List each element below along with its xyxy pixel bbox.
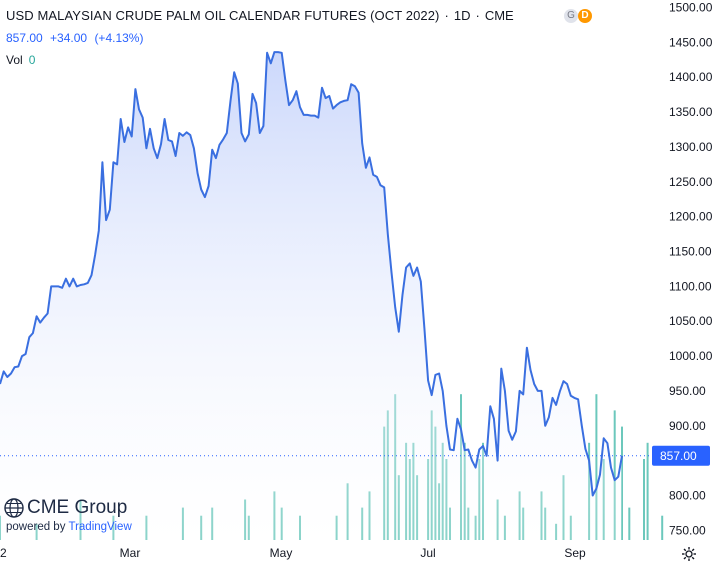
y-tick-label: 900.00 — [669, 419, 706, 433]
logo-text: CME Group — [27, 497, 128, 518]
powered-prefix: powered by — [6, 521, 66, 533]
y-tick-label: 950.00 — [669, 384, 706, 398]
price-line — [0, 51, 623, 497]
price-area-fill — [0, 52, 622, 545]
time-axis[interactable]: 22 Mar May Jul Sep — [0, 546, 586, 560]
powered-by[interactable]: powered by TradingView — [6, 521, 132, 533]
y-tick-label: 1400.00 — [669, 70, 712, 84]
last-price-tag-bg — [652, 445, 710, 466]
x-tick-label: Jul — [420, 546, 435, 560]
price-change: +34.00 — [50, 31, 88, 45]
y-tick-label: 1450.00 — [669, 35, 712, 49]
y-tick-label: 1200.00 — [669, 210, 712, 224]
volume-bar — [628, 507, 631, 540]
x-tick-label: Mar — [120, 546, 141, 560]
volume-bar — [661, 515, 664, 540]
y-tick-label: 1500.00 — [669, 1, 712, 15]
y-tick-label: 1000.00 — [669, 349, 712, 363]
y-tick-label: 1150.00 — [669, 245, 712, 259]
interval-label[interactable]: 1D — [453, 8, 471, 23]
cme-globe-icon — [4, 498, 24, 518]
y-tick-label: 1100.00 — [669, 279, 712, 293]
last-price-tag-text: 857.00 — [660, 449, 697, 463]
volume-bar — [595, 394, 598, 540]
x-tick-label: 22 — [0, 546, 7, 560]
chart-header: USD MALAYSIAN CRUDE PALM OIL CALENDAR FU… — [6, 8, 514, 23]
price-change-percent: (+4.13%) — [94, 31, 144, 45]
last-price-label: 857.00 — [652, 445, 710, 466]
y-tick-label: 1350.00 — [669, 105, 712, 119]
gear-icon[interactable] — [681, 546, 697, 562]
volume-legend[interactable]: Vol 0 — [6, 53, 35, 67]
y-tick-label: 800.00 — [669, 489, 706, 503]
status-badge-g[interactable]: G — [564, 9, 578, 23]
volume-label: Vol — [6, 53, 23, 67]
separator: · — [475, 8, 480, 23]
y-tick-label: 750.00 — [669, 523, 706, 537]
last-price: 857.00 — [6, 31, 43, 45]
status-badge-d[interactable]: D — [578, 9, 592, 23]
tradingview-link[interactable]: TradingView — [68, 521, 132, 533]
x-tick-label: May — [270, 546, 293, 560]
cme-logo: CME Group — [4, 497, 127, 519]
quote-row: 857.00 +34.00 (+4.13%) — [6, 31, 147, 45]
exchange-label: CME — [484, 8, 514, 23]
y-tick-label: 1300.00 — [669, 140, 712, 154]
volume-bar — [613, 410, 616, 540]
volume-bar — [646, 442, 649, 540]
separator: · — [444, 8, 449, 23]
y-tick-label: 1250.00 — [669, 175, 712, 189]
symbol-title[interactable]: USD MALAYSIAN CRUDE PALM OIL CALENDAR FU… — [6, 8, 440, 23]
x-tick-label: Sep — [564, 546, 586, 560]
y-tick-label: 1050.00 — [669, 314, 712, 328]
volume-bar — [643, 459, 645, 540]
volume-value: 0 — [28, 53, 36, 67]
